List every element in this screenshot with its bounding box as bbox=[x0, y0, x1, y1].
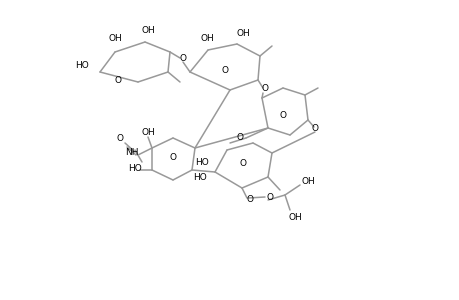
Text: O: O bbox=[261, 83, 268, 92]
Text: O: O bbox=[221, 65, 228, 74]
Text: OH: OH bbox=[301, 178, 314, 187]
Text: O: O bbox=[279, 110, 286, 119]
Text: OH: OH bbox=[141, 26, 155, 34]
Text: OH: OH bbox=[200, 34, 213, 43]
Text: O: O bbox=[246, 196, 253, 205]
Text: HO: HO bbox=[195, 158, 208, 166]
Text: OH: OH bbox=[235, 28, 249, 38]
Text: O: O bbox=[116, 134, 123, 142]
Text: O: O bbox=[236, 133, 243, 142]
Text: NH: NH bbox=[125, 148, 139, 157]
Text: O: O bbox=[311, 124, 318, 133]
Text: O: O bbox=[114, 76, 121, 85]
Text: OH: OH bbox=[287, 214, 301, 223]
Text: HO: HO bbox=[75, 61, 89, 70]
Text: OH: OH bbox=[108, 34, 122, 43]
Text: O: O bbox=[266, 193, 273, 202]
Text: HO: HO bbox=[193, 173, 207, 182]
Text: HO: HO bbox=[128, 164, 141, 172]
Text: OH: OH bbox=[141, 128, 155, 136]
Text: O: O bbox=[169, 152, 176, 161]
Text: O: O bbox=[179, 53, 186, 62]
Text: O: O bbox=[239, 158, 246, 167]
